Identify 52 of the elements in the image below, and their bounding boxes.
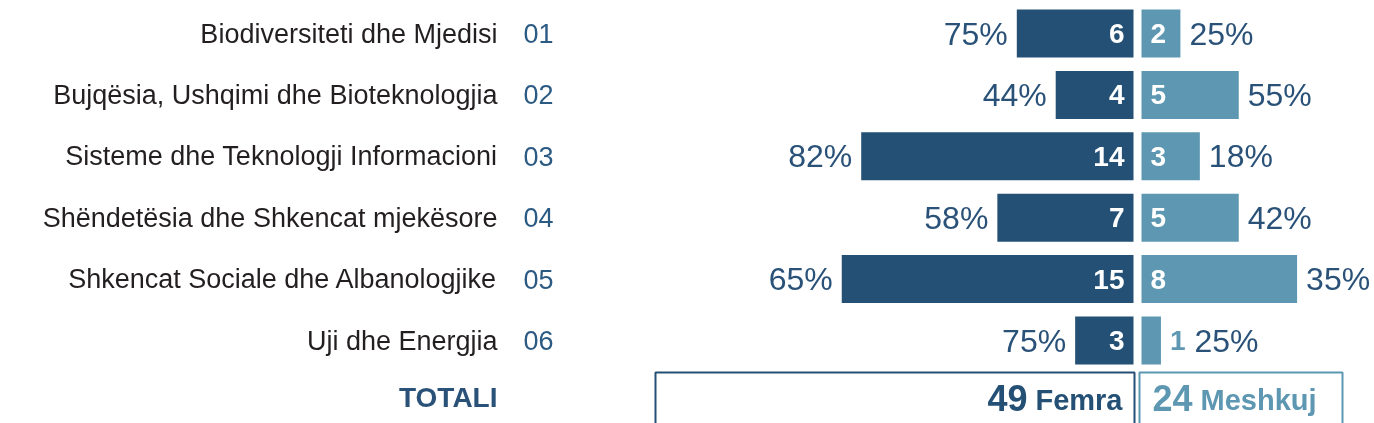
- annotation: 82%: [788, 138, 853, 175]
- y-tick-label: Uji dhe Energjia: [306, 325, 499, 356]
- legend-title: TOTALI: [398, 382, 498, 413]
- data-label: 5: [1150, 79, 1167, 111]
- y-tick-label: Bujqësia, Ushqimi dhe Bioteknologjia: [53, 79, 499, 110]
- bar: [1141, 70, 1239, 119]
- annotation: 25%: [1194, 322, 1259, 359]
- bar: [861, 132, 1134, 181]
- bar: [1141, 316, 1161, 365]
- text: 49: [987, 377, 1028, 419]
- annotation: 18%: [1208, 138, 1273, 175]
- annotation: 75%: [943, 15, 1008, 52]
- data-label: 8: [1150, 263, 1167, 295]
- annotation: 35%: [1306, 261, 1371, 298]
- data-label: 14: [1093, 140, 1125, 172]
- y2-tick-label: 01: [523, 19, 554, 49]
- data-label: 7: [1108, 202, 1125, 234]
- y2-tick-label: 06: [523, 326, 554, 356]
- annotation: 55%: [1247, 76, 1312, 113]
- bar: [1141, 193, 1239, 242]
- y2-tick-label: 03: [523, 141, 554, 172]
- annotation: 42%: [1247, 199, 1312, 236]
- annotation: 58%: [924, 199, 989, 236]
- data-label: 4: [1108, 79, 1125, 111]
- series-label: Meshkuj: [1200, 383, 1317, 416]
- data-label: 3: [1108, 325, 1125, 356]
- series-label: Femra: [1035, 383, 1124, 416]
- annotation: 75%: [1002, 322, 1067, 359]
- y-tick-label: Sisteme dhe Teknologji Informacioni: [65, 141, 498, 172]
- annotation: 25%: [1189, 15, 1254, 52]
- bar: [1075, 316, 1134, 365]
- data-label: 3: [1150, 140, 1167, 172]
- data-label: 6: [1108, 18, 1125, 49]
- y-tick-label: Biodiversiteti dhe Mjedisi: [200, 18, 498, 49]
- data-label: 2: [1150, 18, 1167, 49]
- y2-tick-label: 02: [523, 80, 554, 111]
- y-tick-label: Shëndetësia dhe Shkencat mjekësore: [42, 202, 498, 233]
- data-label: 1: [1169, 325, 1186, 356]
- data-label: 15: [1093, 263, 1125, 295]
- bar: [1055, 70, 1134, 119]
- y2-tick-label: 05: [523, 264, 554, 295]
- bar: [997, 193, 1134, 242]
- text: 24: [1152, 377, 1193, 419]
- y-tick-label: Shkencat Sociale dhe Albanologjike: [68, 264, 497, 295]
- data-label: 5: [1150, 202, 1167, 234]
- bar: [1141, 132, 1200, 181]
- annotation: 44%: [982, 76, 1047, 113]
- bar: [1141, 255, 1298, 304]
- annotation: 65%: [768, 261, 833, 298]
- bar: [1016, 9, 1134, 58]
- bar: [841, 255, 1134, 304]
- y2-tick-label: 04: [523, 203, 554, 234]
